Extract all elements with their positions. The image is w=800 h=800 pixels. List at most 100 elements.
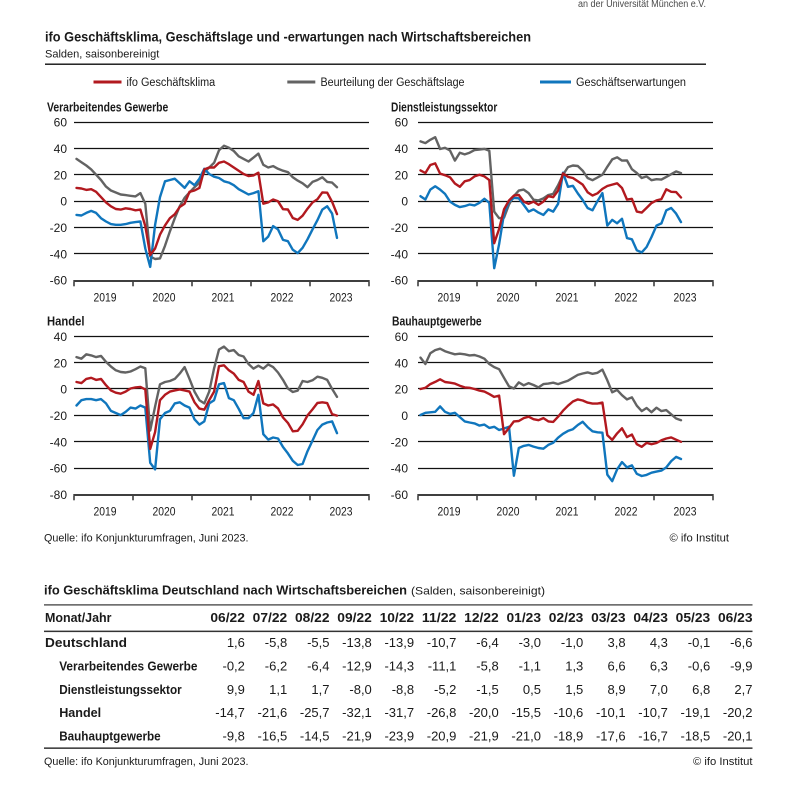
svg-text:-8,8: -8,8 xyxy=(392,682,414,697)
svg-text:© ifo Institut: © ifo Institut xyxy=(693,756,753,768)
svg-text:07/22: 07/22 xyxy=(253,610,288,625)
svg-text:1,5: 1,5 xyxy=(565,682,583,697)
svg-text:2021: 2021 xyxy=(212,505,235,519)
svg-text:1,6: 1,6 xyxy=(227,635,245,650)
svg-text:8,9: 8,9 xyxy=(608,682,626,697)
svg-text:-5,8: -5,8 xyxy=(476,658,498,673)
svg-text:2,7: 2,7 xyxy=(734,682,752,697)
svg-text:2023: 2023 xyxy=(674,291,697,305)
svg-text:40: 40 xyxy=(395,142,409,156)
svg-text:2020: 2020 xyxy=(153,291,176,305)
svg-text:-20: -20 xyxy=(50,221,68,235)
svg-text:-13,8: -13,8 xyxy=(342,635,372,650)
svg-text:7,0: 7,0 xyxy=(650,682,668,697)
svg-text:11/22: 11/22 xyxy=(422,610,457,625)
svg-text:-20,1: -20,1 xyxy=(723,729,753,744)
svg-text:ifo Geschäftsklima: ifo Geschäftsklima xyxy=(127,77,216,89)
svg-text:0: 0 xyxy=(60,195,67,209)
svg-text:2020: 2020 xyxy=(497,505,520,519)
svg-text:-40: -40 xyxy=(391,462,409,476)
svg-text:-60: -60 xyxy=(391,274,409,288)
svg-text:-9,8: -9,8 xyxy=(222,729,244,744)
svg-text:-19,1: -19,1 xyxy=(681,705,711,720)
svg-text:Verarbeitendes Gewerbe: Verarbeitendes Gewerbe xyxy=(47,100,168,114)
svg-text:-20: -20 xyxy=(391,435,409,449)
svg-text:2022: 2022 xyxy=(271,291,294,305)
svg-text:0: 0 xyxy=(60,383,67,397)
svg-text:-21,0: -21,0 xyxy=(511,729,541,744)
svg-text:-0,6: -0,6 xyxy=(688,658,710,673)
svg-text:-14,5: -14,5 xyxy=(300,729,330,744)
svg-text:-20: -20 xyxy=(50,409,68,423)
svg-text:2022: 2022 xyxy=(271,505,294,519)
svg-text:-20: -20 xyxy=(391,221,409,235)
svg-text:6,6: 6,6 xyxy=(608,658,626,673)
svg-text:Monat/Jahr: Monat/Jahr xyxy=(45,610,112,625)
svg-text:2020: 2020 xyxy=(497,291,520,305)
svg-text:-60: -60 xyxy=(50,274,68,288)
svg-text:-25,7: -25,7 xyxy=(300,705,330,720)
svg-text:2019: 2019 xyxy=(94,505,117,519)
svg-text:-1,5: -1,5 xyxy=(476,682,498,697)
svg-text:Geschäftserwartungen: Geschäftserwartungen xyxy=(576,77,686,89)
svg-text:Quelle: ifo Konjunkturumfragen: Quelle: ifo Konjunkturumfragen, Juni 202… xyxy=(44,756,249,768)
svg-text:-5,2: -5,2 xyxy=(434,682,456,697)
svg-text:Bauhauptgewerbe: Bauhauptgewerbe xyxy=(59,729,161,744)
svg-text:-17,6: -17,6 xyxy=(596,729,626,744)
svg-text:6,8: 6,8 xyxy=(692,682,710,697)
svg-text:-3,0: -3,0 xyxy=(519,635,541,650)
svg-text:-21,9: -21,9 xyxy=(342,729,372,744)
svg-text:-10,6: -10,6 xyxy=(554,705,584,720)
svg-text:Salden, saisonbereinigt: Salden, saisonbereinigt xyxy=(45,49,159,61)
svg-text:-60: -60 xyxy=(391,488,409,502)
svg-text:-40: -40 xyxy=(391,247,409,261)
svg-text:20: 20 xyxy=(54,168,68,182)
svg-text:-6,6: -6,6 xyxy=(730,635,752,650)
svg-text:20: 20 xyxy=(54,356,68,370)
svg-text:12/22: 12/22 xyxy=(464,610,499,625)
svg-text:09/22: 09/22 xyxy=(337,610,372,625)
svg-text:10/22: 10/22 xyxy=(380,610,415,625)
svg-text:-10,1: -10,1 xyxy=(596,705,626,720)
svg-text:-26,8: -26,8 xyxy=(427,705,457,720)
svg-text:© ifo Institut: © ifo Institut xyxy=(670,533,730,545)
svg-text:40: 40 xyxy=(54,330,68,344)
svg-text:2023: 2023 xyxy=(330,505,353,519)
svg-text:ifo Geschäftsklima Deutschland: ifo Geschäftsklima Deutschland nach Wirt… xyxy=(44,583,407,598)
svg-text:-31,7: -31,7 xyxy=(384,705,414,720)
svg-text:2021: 2021 xyxy=(212,291,235,305)
svg-text:Bauhauptgewerbe: Bauhauptgewerbe xyxy=(392,315,482,329)
svg-text:Deutschland: Deutschland xyxy=(45,635,127,650)
svg-text:2021: 2021 xyxy=(556,505,579,519)
svg-text:9,9: 9,9 xyxy=(227,682,245,697)
svg-text:-5,8: -5,8 xyxy=(265,635,287,650)
svg-text:-6,2: -6,2 xyxy=(265,658,287,673)
svg-text:-12,9: -12,9 xyxy=(342,658,372,673)
svg-text:-23,9: -23,9 xyxy=(384,729,414,744)
svg-text:6,3: 6,3 xyxy=(650,658,668,673)
svg-text:03/23: 03/23 xyxy=(591,610,626,625)
svg-text:2019: 2019 xyxy=(438,505,461,519)
svg-text:ifo Geschäftsklima, Geschäftsl: ifo Geschäftsklima, Geschäftslage und -e… xyxy=(45,29,531,44)
svg-text:-1,1: -1,1 xyxy=(519,658,541,673)
svg-text:-80: -80 xyxy=(50,488,68,502)
svg-text:06/23: 06/23 xyxy=(718,610,753,625)
svg-text:2022: 2022 xyxy=(615,505,638,519)
svg-text:Handel: Handel xyxy=(47,315,85,329)
svg-text:-5,5: -5,5 xyxy=(307,635,329,650)
svg-text:40: 40 xyxy=(395,356,409,370)
svg-text:04/23: 04/23 xyxy=(633,610,668,625)
svg-text:Handel: Handel xyxy=(59,705,101,720)
svg-text:Dienstleistungssektor: Dienstleistungssektor xyxy=(391,100,497,114)
svg-text:-16,7: -16,7 xyxy=(638,729,668,744)
svg-text:0: 0 xyxy=(401,195,408,209)
svg-text:06/22: 06/22 xyxy=(210,610,245,625)
svg-text:-60: -60 xyxy=(50,462,68,476)
svg-text:-1,0: -1,0 xyxy=(561,635,583,650)
svg-text:4,3: 4,3 xyxy=(650,635,668,650)
svg-text:-0,1: -0,1 xyxy=(688,635,710,650)
svg-text:60: 60 xyxy=(54,116,68,130)
svg-text:02/23: 02/23 xyxy=(549,610,584,625)
svg-text:2022: 2022 xyxy=(615,291,638,305)
svg-text:-21,6: -21,6 xyxy=(258,705,288,720)
